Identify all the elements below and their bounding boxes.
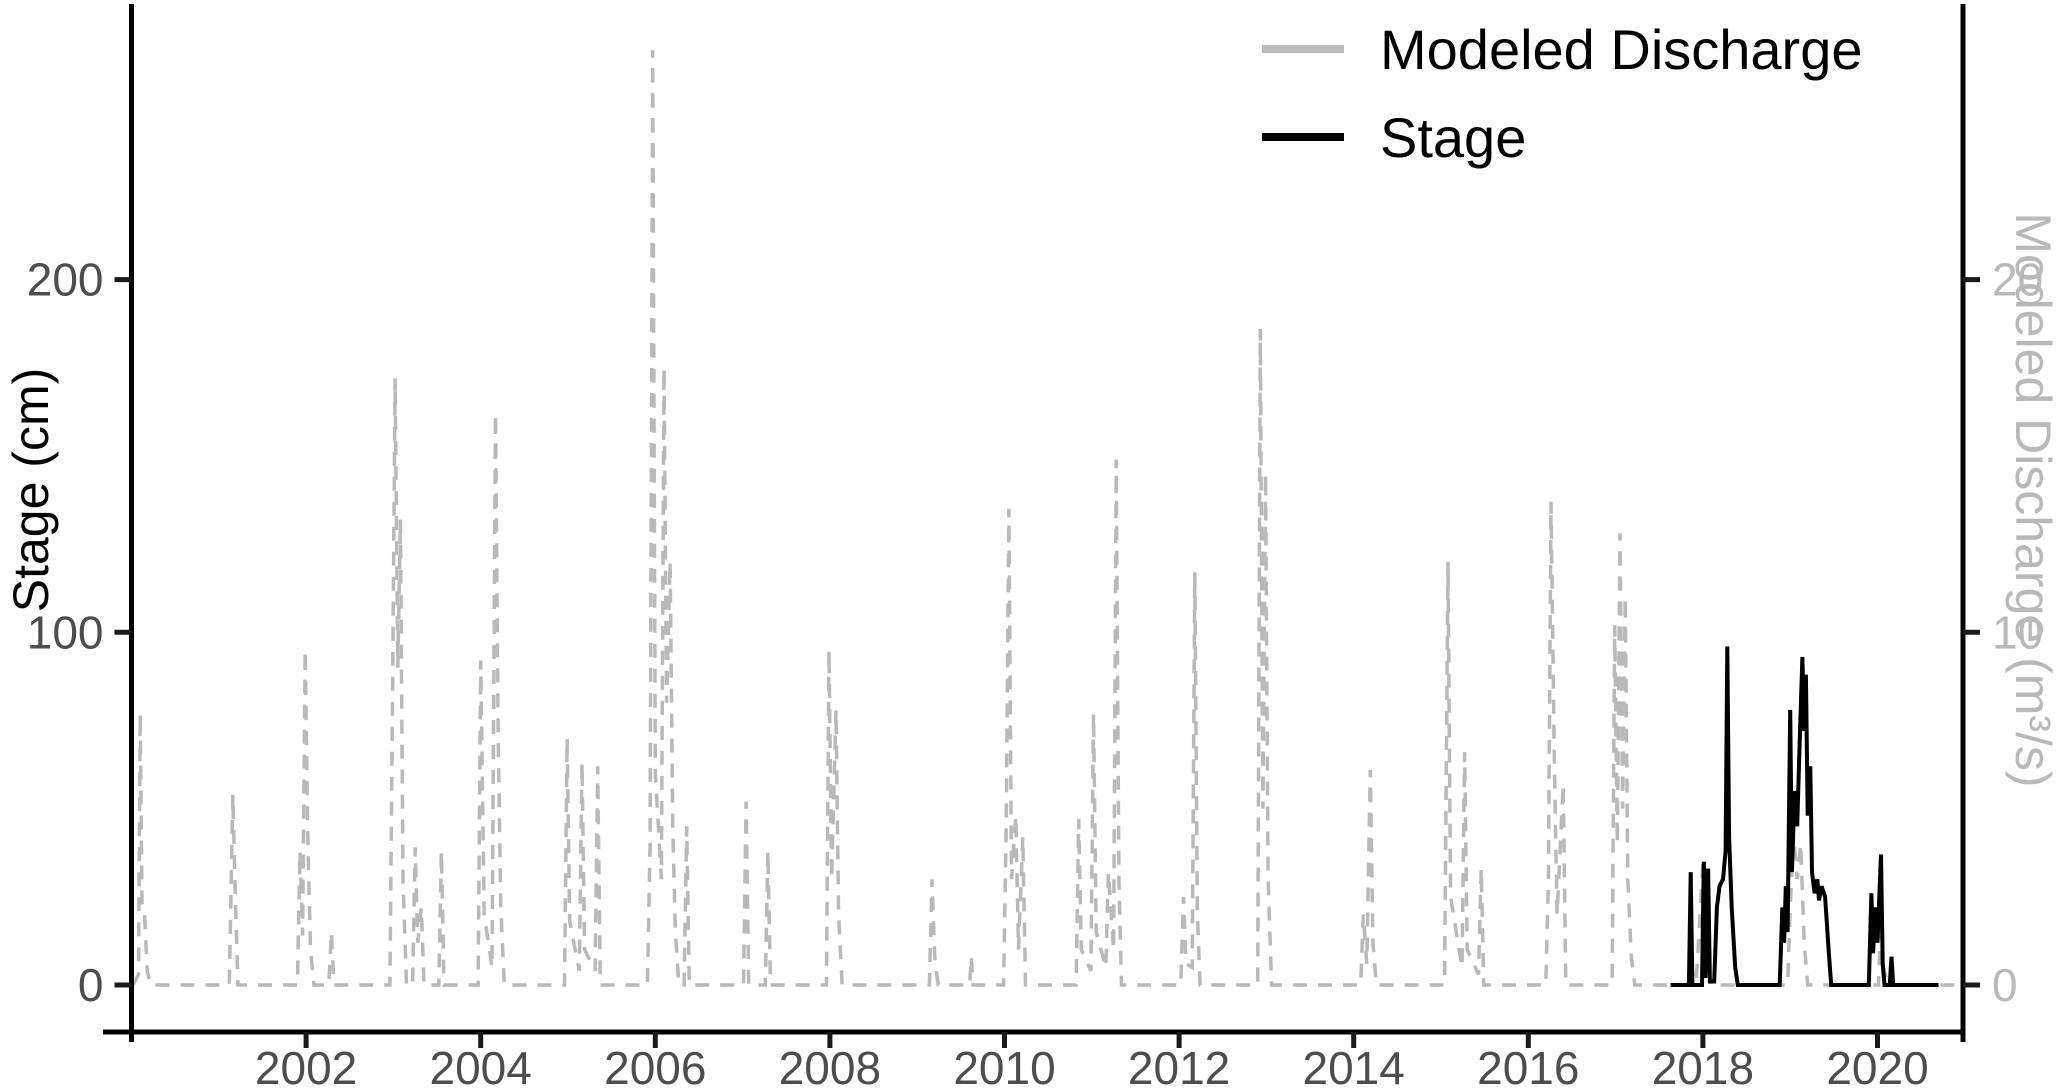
x-tick-label: 2002 <box>255 1042 357 1090</box>
x-tick-label: 2016 <box>1477 1042 1579 1090</box>
x-tick-label: 2020 <box>1826 1042 1928 1090</box>
y-right-tick-label: 0 <box>1992 959 2018 1011</box>
y-left-tick-label: 0 <box>78 959 104 1011</box>
left-axis-title: Stage (cm) <box>3 367 59 613</box>
legend-entry-modeled-discharge: Modeled Discharge <box>1262 17 1863 81</box>
legend: Modeled Discharge Stage <box>1262 17 1863 169</box>
stage-line-key-icon <box>1262 133 1344 141</box>
legend-label-modeled-discharge: Modeled Discharge <box>1380 17 1863 81</box>
modeled-discharge-line-key-icon <box>1262 45 1344 53</box>
x-tick-label: 2018 <box>1652 1042 1754 1090</box>
legend-label-stage: Stage <box>1380 105 1527 169</box>
x-tick-label: 2004 <box>430 1042 532 1090</box>
right-axis-title: Modeled Discharge (m³/s) <box>2005 212 2061 788</box>
x-tick-label: 2006 <box>604 1042 706 1090</box>
x-tick-label: 2010 <box>953 1042 1055 1090</box>
legend-entry-stage: Stage <box>1262 105 1862 169</box>
series-modeled-discharge <box>131 50 1955 987</box>
y-left-tick-label: 100 <box>27 606 104 658</box>
series-stage <box>1670 646 1939 987</box>
y-right-tick-label: 20 <box>1992 254 2043 306</box>
x-tick-label: 2014 <box>1303 1042 1405 1090</box>
x-tick-label: 2008 <box>779 1042 881 1090</box>
x-tick-label: 2012 <box>1128 1042 1230 1090</box>
y-left-tick-label: 200 <box>27 254 104 306</box>
y-right-tick-label: 10 <box>1992 606 2043 658</box>
